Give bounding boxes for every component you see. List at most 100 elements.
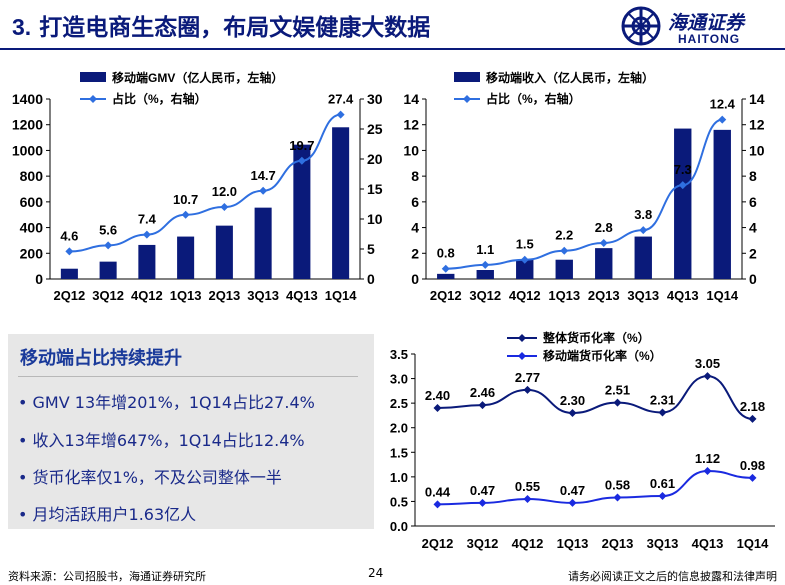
right-tick-label: 30: [367, 91, 383, 107]
data-label: 0.47: [560, 483, 585, 498]
logo-chinese-name: 海通证券: [668, 12, 745, 34]
ratio-point: [599, 239, 608, 247]
ratio-point: [181, 210, 190, 219]
left-tick-label: 10: [403, 142, 419, 158]
left-tick-label: 14: [403, 91, 419, 107]
y-tick-label: 3.5: [390, 347, 408, 362]
series-point: [658, 408, 667, 417]
data-label: 1.12: [695, 451, 720, 466]
right-tick-label: 14: [749, 91, 765, 107]
page-number: 24: [368, 566, 384, 580]
series-point: [568, 498, 577, 507]
bar: [215, 225, 233, 279]
title-text: 打造电商生态圈，布局文娱健康大数据: [39, 15, 431, 41]
right-tick-label: 0: [749, 271, 757, 287]
bar: [555, 259, 573, 279]
data-label: 2.2: [555, 228, 573, 243]
ratio-point: [65, 247, 74, 256]
left-tick-label: 8: [411, 168, 419, 184]
ratio-point: [520, 255, 529, 264]
data-label: 2.30: [560, 393, 585, 408]
summary-bullet: • 收入13年增647%，1Q14占比12.4%: [18, 431, 305, 450]
ratio-point: [297, 156, 306, 165]
category-label: 3Q13: [647, 536, 679, 551]
right-tick-label: 8: [749, 168, 757, 184]
bar: [674, 128, 692, 279]
bar: [99, 261, 117, 279]
ratio-point: [678, 181, 687, 190]
data-label: 0.98: [740, 458, 765, 473]
data-label: 12.0: [212, 184, 237, 199]
left-tick-label: 1400: [12, 91, 43, 107]
data-label: 0.58: [605, 477, 630, 492]
right-tick-label: 5: [367, 241, 375, 257]
y-tick-label: 0.5: [390, 494, 408, 509]
bar: [177, 236, 195, 279]
category-label: 3Q12: [92, 288, 124, 303]
monetization-chart: 整体货币化率（%） 移动端货币化率（%） 0.0 0.5 1.0 1.5 2.0 2.5 3.0…: [390, 330, 775, 551]
right-tick-label: 10: [749, 142, 765, 158]
y-tick-label: 2.5: [390, 396, 408, 411]
legend-bar-swatch: [80, 72, 106, 82]
left-tick-label: 200: [20, 245, 44, 261]
category-label: 2Q13: [208, 288, 240, 303]
right-tick-label: 10: [367, 211, 383, 227]
y-tick-label: 1.5: [390, 445, 408, 460]
data-label: 4.6: [60, 228, 78, 243]
summary-box: [8, 334, 374, 529]
left-tick-label: 0: [411, 271, 419, 287]
data-label: 2.51: [605, 383, 630, 398]
bar: [595, 248, 613, 279]
data-label: 1.5: [516, 237, 534, 252]
data-label: 0.61: [650, 476, 675, 491]
right-tick-label: 6: [749, 194, 757, 210]
left-tick-label: 4: [411, 220, 419, 236]
bar: [138, 244, 156, 279]
ratio-point: [481, 260, 490, 269]
series-point: [658, 492, 667, 501]
category-label: 3Q13: [247, 288, 279, 303]
right-tick-label: 20: [367, 151, 383, 167]
y-tick-label: 1.0: [390, 470, 408, 485]
series-point: [703, 372, 712, 381]
revenue-chart: 移动端收入（亿人民币，左轴） 占比（%，右轴） 0 2 4 6 8 10 12 14 0 2 4 6 8 10…: [403, 70, 765, 303]
left-tick-label: 600: [20, 194, 44, 210]
series-line: [437, 469, 753, 506]
legend-marker: [463, 95, 471, 103]
series-point: [613, 493, 622, 502]
left-tick-label: 800: [20, 168, 44, 184]
legend-label: 移动端收入（亿人民币，左轴）: [486, 70, 654, 85]
title-divider: [0, 48, 785, 50]
legend-label: 移动端GMV（亿人民币，左轴）: [112, 70, 283, 85]
series-point: [748, 473, 757, 482]
series-point: [433, 404, 442, 413]
source-note: 资料来源：公司招股书，海通证券研究所: [8, 570, 206, 583]
bar: [713, 129, 731, 279]
bar: [254, 207, 272, 279]
bar: [332, 127, 350, 280]
ratio-point: [639, 226, 648, 235]
data-label: 2.31: [650, 392, 675, 407]
logo-english-name: HAITONG: [678, 32, 741, 46]
ratio-point: [441, 264, 450, 273]
right-tick-label: 15: [367, 181, 383, 197]
series-point: [568, 408, 577, 417]
data-label: 14.7: [250, 168, 275, 183]
summary-bullet: • 货币化率仅1%，不及公司整体一半: [18, 468, 282, 487]
category-label: 4Q12: [509, 288, 541, 303]
data-label: 5.6: [99, 222, 117, 237]
data-label: 7.4: [138, 212, 157, 227]
series-point: [748, 414, 757, 423]
summary-title: 移动端占比持续提升: [20, 348, 182, 369]
series-point: [523, 494, 532, 503]
data-label: 2.77: [515, 370, 540, 385]
page-title: 3. 打造电商生态圈，布局文娱健康大数据: [12, 8, 430, 42]
data-label: 1.1: [476, 242, 494, 257]
data-label: 10.7: [173, 192, 198, 207]
series-point: [433, 500, 442, 509]
legend-bar-swatch: [454, 72, 480, 82]
ratio-point: [560, 246, 569, 255]
legend-marker: [89, 95, 97, 103]
category-label: 4Q12: [131, 288, 163, 303]
series-point: [613, 398, 622, 407]
